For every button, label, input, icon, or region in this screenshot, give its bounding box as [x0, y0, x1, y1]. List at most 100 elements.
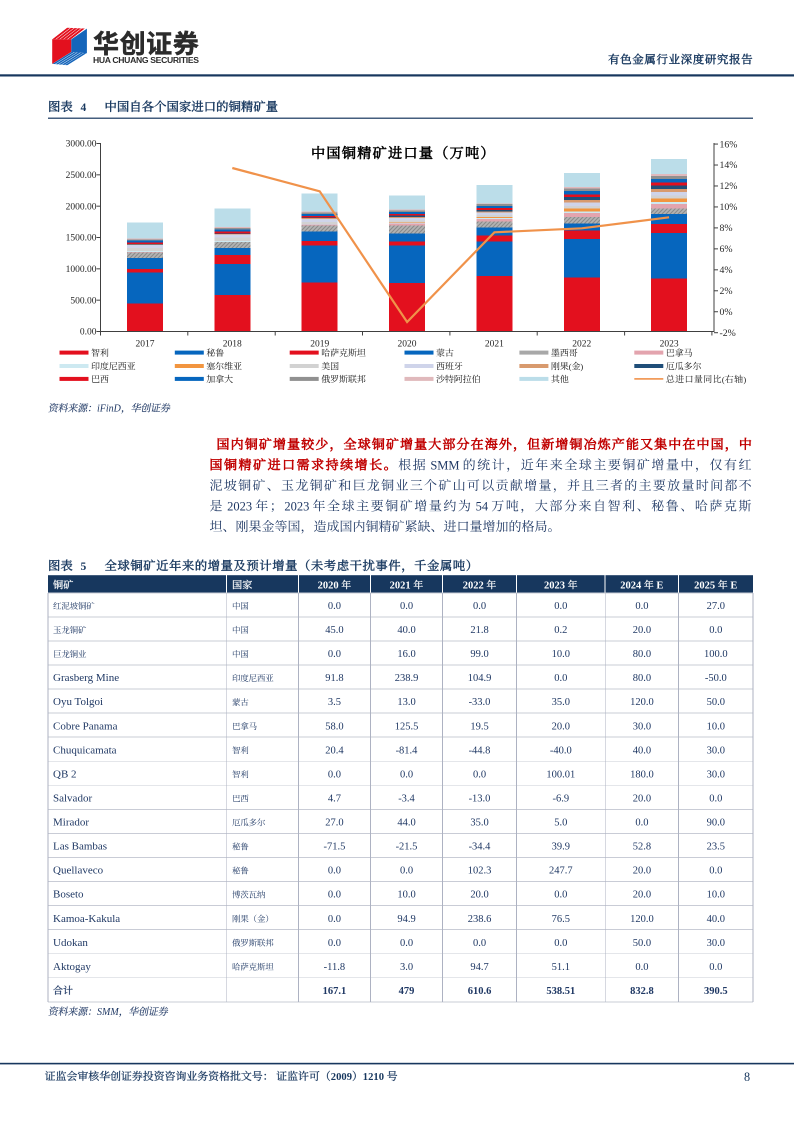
svg-text:10.0: 10.0 [552, 649, 570, 660]
svg-text:20.4: 20.4 [325, 745, 344, 756]
svg-text:6%: 6% [720, 244, 733, 255]
svg-text:238.6: 238.6 [468, 914, 492, 925]
svg-text:20.0: 20.0 [470, 890, 488, 901]
svg-text:2023: 2023 [224, 500, 255, 514]
svg-text:0.0: 0.0 [709, 625, 722, 636]
svg-text:0%: 0% [720, 307, 733, 318]
svg-text:SMM: SMM [97, 1007, 119, 1018]
svg-text:2009: 2009 [331, 1072, 352, 1083]
svg-text:104.9: 104.9 [468, 673, 492, 684]
svg-text:0.0: 0.0 [709, 866, 722, 877]
svg-text:2025: 2025 [694, 580, 718, 591]
svg-text:2020: 2020 [398, 340, 417, 350]
svg-text:E: E [654, 580, 664, 591]
svg-text:): ) [743, 375, 746, 384]
svg-text:0.0: 0.0 [554, 601, 567, 612]
svg-text:2022: 2022 [572, 340, 591, 350]
svg-text:30.0: 30.0 [707, 769, 725, 780]
svg-text:167.1: 167.1 [323, 986, 347, 997]
svg-text:40.0: 40.0 [633, 745, 651, 756]
svg-text:30.0: 30.0 [707, 938, 725, 949]
svg-text:iFinD: iFinD [97, 404, 122, 415]
svg-text:10.0: 10.0 [397, 890, 415, 901]
svg-text:8: 8 [744, 1070, 750, 1084]
svg-text:0.0: 0.0 [709, 962, 722, 973]
svg-text:10%: 10% [720, 202, 738, 213]
svg-text:180.0: 180.0 [630, 769, 654, 780]
svg-text:0.0: 0.0 [400, 601, 413, 612]
svg-text:Las Bambas: Las Bambas [53, 841, 107, 853]
svg-text:2019: 2019 [310, 340, 329, 350]
svg-text:Grasberg Mine: Grasberg Mine [53, 672, 119, 684]
svg-text:1000.00: 1000.00 [66, 265, 97, 275]
svg-text:Oyu Tolgoi: Oyu Tolgoi [53, 696, 103, 708]
svg-text:2020: 2020 [318, 580, 342, 591]
svg-text:0.0: 0.0 [328, 649, 341, 660]
svg-text:(: ( [722, 375, 725, 384]
svg-text:14%: 14% [720, 160, 738, 171]
svg-text:52.8: 52.8 [633, 842, 651, 853]
svg-text:27.0: 27.0 [325, 818, 343, 829]
svg-text:51.1: 51.1 [552, 962, 570, 973]
svg-text:-71.5: -71.5 [323, 842, 345, 853]
svg-text:2023: 2023 [544, 580, 568, 591]
svg-text:120.0: 120.0 [630, 697, 654, 708]
svg-text:832.8: 832.8 [630, 986, 654, 997]
svg-text:30.0: 30.0 [633, 721, 651, 732]
svg-text:10.0: 10.0 [707, 890, 725, 901]
svg-text:2021: 2021 [485, 340, 504, 350]
svg-text:102.3: 102.3 [468, 866, 492, 877]
svg-text:2021: 2021 [390, 580, 414, 591]
svg-text:16%: 16% [720, 139, 738, 150]
svg-text:Mirador: Mirador [53, 817, 89, 829]
svg-text:27.0: 27.0 [707, 601, 725, 612]
svg-text:Aktogay: Aktogay [53, 961, 91, 973]
svg-text:5: 5 [81, 561, 87, 573]
svg-text:80.0: 80.0 [633, 673, 651, 684]
svg-text:20.0: 20.0 [633, 625, 651, 636]
svg-text:HUA CHUANG SECURITIES: HUA CHUANG SECURITIES [93, 55, 199, 65]
svg-text:54: 54 [473, 500, 492, 514]
svg-text:0.0: 0.0 [635, 818, 648, 829]
svg-text:20.0: 20.0 [633, 866, 651, 877]
svg-text:-34.4: -34.4 [469, 842, 492, 853]
svg-text:4%: 4% [720, 265, 733, 276]
svg-text:4: 4 [81, 102, 87, 114]
svg-text:-81.4: -81.4 [396, 745, 419, 756]
svg-text:QB 2: QB 2 [53, 768, 77, 780]
svg-text:500.00: 500.00 [70, 296, 96, 306]
svg-text:35.0: 35.0 [470, 818, 488, 829]
svg-text:0.0: 0.0 [328, 890, 341, 901]
svg-text:99.0: 99.0 [470, 649, 488, 660]
svg-text:20.0: 20.0 [552, 721, 570, 732]
svg-text:100.0: 100.0 [704, 649, 728, 660]
svg-text:2018: 2018 [223, 340, 242, 350]
svg-text:-2%: -2% [720, 328, 736, 339]
svg-text:2500.00: 2500.00 [66, 171, 97, 181]
svg-text:538.51: 538.51 [546, 986, 575, 997]
svg-text:94.9: 94.9 [397, 914, 415, 925]
svg-text:0.0: 0.0 [328, 769, 341, 780]
svg-text:Boseto: Boseto [53, 889, 84, 901]
svg-text:125.5: 125.5 [395, 721, 419, 732]
svg-text:-6.9: -6.9 [552, 794, 569, 805]
svg-text:0.2: 0.2 [554, 625, 567, 636]
svg-text:Udokan: Udokan [53, 937, 88, 949]
svg-text:0.0: 0.0 [400, 769, 413, 780]
svg-text:-11.8: -11.8 [324, 962, 345, 973]
svg-text:): ) [580, 362, 583, 371]
svg-text:100.01: 100.01 [546, 769, 575, 780]
svg-text:120.0: 120.0 [630, 914, 654, 925]
svg-text:0.0: 0.0 [328, 914, 341, 925]
svg-text:-3.4: -3.4 [398, 794, 415, 805]
svg-text:0.0: 0.0 [554, 890, 567, 901]
svg-text:50.0: 50.0 [707, 697, 725, 708]
svg-text:3000.00: 3000.00 [66, 140, 97, 150]
svg-text:0.0: 0.0 [400, 866, 413, 877]
svg-text:4.7: 4.7 [328, 794, 341, 805]
svg-text:E: E [728, 580, 738, 591]
svg-text:0.0: 0.0 [328, 938, 341, 949]
svg-text:238.9: 238.9 [395, 673, 419, 684]
svg-text:0.0: 0.0 [473, 769, 486, 780]
svg-text:58.0: 58.0 [325, 721, 343, 732]
